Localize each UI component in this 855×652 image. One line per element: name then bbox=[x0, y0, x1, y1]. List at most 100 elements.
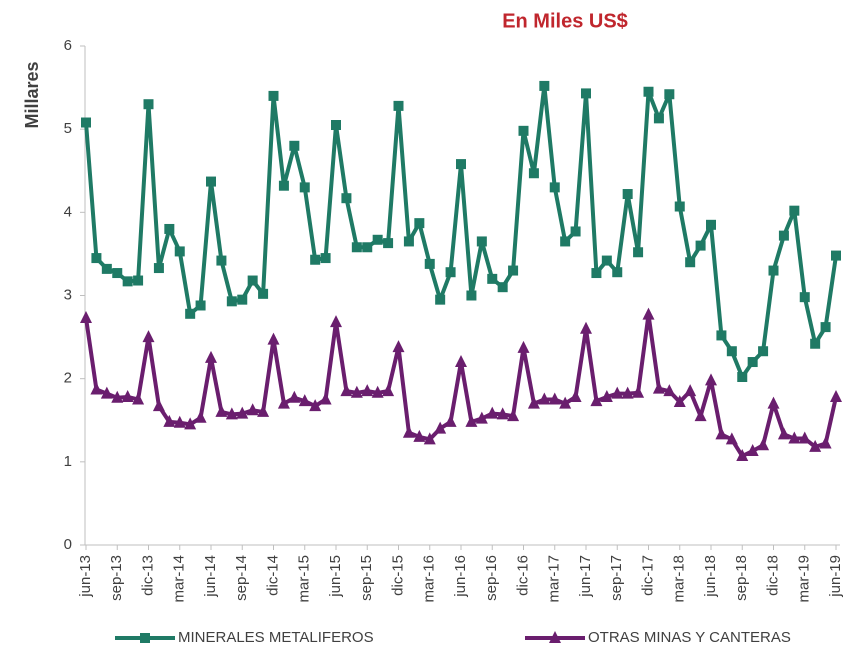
point bbox=[487, 273, 498, 284]
y-tick-label: 1 bbox=[64, 453, 72, 470]
point bbox=[362, 242, 373, 253]
point bbox=[778, 230, 789, 241]
point bbox=[819, 436, 832, 449]
point bbox=[164, 223, 175, 234]
legend-label: MINERALES METALIFEROS bbox=[178, 629, 374, 646]
point bbox=[393, 100, 404, 111]
point bbox=[726, 346, 737, 357]
point bbox=[789, 205, 800, 216]
x-tick-label: sep-18 bbox=[733, 555, 750, 601]
point bbox=[122, 276, 133, 287]
point bbox=[153, 263, 164, 274]
point bbox=[382, 384, 395, 397]
point bbox=[121, 389, 134, 402]
point bbox=[612, 267, 623, 278]
x-tick-label: sep-17 bbox=[608, 555, 625, 601]
point bbox=[133, 275, 144, 286]
point bbox=[591, 268, 602, 279]
point bbox=[486, 406, 499, 419]
y-tick-label: 5 bbox=[64, 120, 72, 137]
point bbox=[570, 226, 581, 237]
x-tick-label: mar-17 bbox=[546, 555, 563, 603]
point bbox=[559, 396, 572, 409]
point bbox=[736, 449, 749, 462]
point bbox=[195, 300, 206, 311]
point bbox=[465, 414, 478, 427]
point bbox=[132, 392, 145, 405]
point bbox=[664, 89, 675, 100]
y-tick-label: 6 bbox=[64, 37, 72, 54]
point bbox=[663, 384, 676, 397]
point bbox=[289, 140, 300, 151]
point bbox=[351, 242, 362, 253]
point bbox=[569, 389, 582, 402]
point bbox=[413, 429, 426, 442]
point bbox=[320, 253, 331, 264]
x-tick-label: sep-15 bbox=[358, 555, 375, 601]
point bbox=[705, 373, 717, 386]
point bbox=[475, 411, 488, 424]
point bbox=[809, 439, 822, 452]
point bbox=[423, 432, 436, 445]
point bbox=[434, 421, 447, 434]
x-tick-label: jun-13 bbox=[77, 555, 94, 598]
point bbox=[611, 386, 624, 399]
point bbox=[372, 234, 383, 245]
point bbox=[288, 390, 301, 403]
point bbox=[163, 414, 176, 427]
x-tick-label: mar-19 bbox=[796, 555, 813, 603]
y-tick-label: 3 bbox=[64, 286, 72, 303]
point bbox=[383, 238, 394, 249]
point bbox=[444, 414, 457, 427]
x-tick-label: jun-17 bbox=[577, 555, 594, 598]
point bbox=[80, 310, 92, 323]
point bbox=[653, 113, 664, 124]
point bbox=[268, 90, 279, 101]
point bbox=[81, 117, 91, 128]
legend-marker bbox=[549, 631, 561, 643]
point bbox=[830, 389, 842, 402]
point bbox=[402, 425, 415, 438]
point bbox=[694, 409, 707, 422]
x-tick-label: jun-16 bbox=[452, 555, 469, 598]
x-tick-label: jun-15 bbox=[327, 555, 344, 598]
point bbox=[788, 431, 801, 444]
point bbox=[205, 350, 217, 363]
point bbox=[101, 263, 112, 274]
point bbox=[581, 88, 591, 99]
point bbox=[706, 219, 716, 230]
point bbox=[226, 296, 237, 307]
x-tick-label: dic-13 bbox=[139, 555, 156, 596]
point bbox=[528, 168, 539, 179]
point bbox=[330, 315, 342, 328]
point bbox=[112, 268, 123, 279]
point bbox=[173, 415, 186, 428]
point bbox=[600, 389, 613, 402]
point bbox=[548, 392, 561, 405]
point bbox=[674, 201, 685, 212]
point bbox=[111, 390, 124, 403]
point bbox=[310, 254, 321, 265]
x-tick-label: sep-14 bbox=[233, 555, 250, 601]
point bbox=[652, 381, 665, 394]
point bbox=[539, 80, 550, 91]
point bbox=[746, 444, 759, 457]
legend-marker bbox=[140, 633, 150, 643]
point bbox=[456, 159, 466, 170]
point bbox=[560, 236, 571, 247]
point bbox=[497, 282, 508, 293]
point bbox=[767, 396, 780, 409]
point bbox=[361, 384, 374, 397]
point bbox=[820, 322, 831, 333]
point bbox=[174, 246, 185, 257]
point bbox=[371, 385, 384, 398]
point bbox=[684, 384, 697, 397]
x-tick-label: dic-17 bbox=[639, 555, 656, 596]
point bbox=[206, 176, 216, 187]
point bbox=[496, 407, 509, 420]
point bbox=[643, 86, 654, 97]
point bbox=[298, 394, 311, 407]
point bbox=[216, 255, 227, 266]
x-tick-label: sep-13 bbox=[108, 555, 125, 601]
